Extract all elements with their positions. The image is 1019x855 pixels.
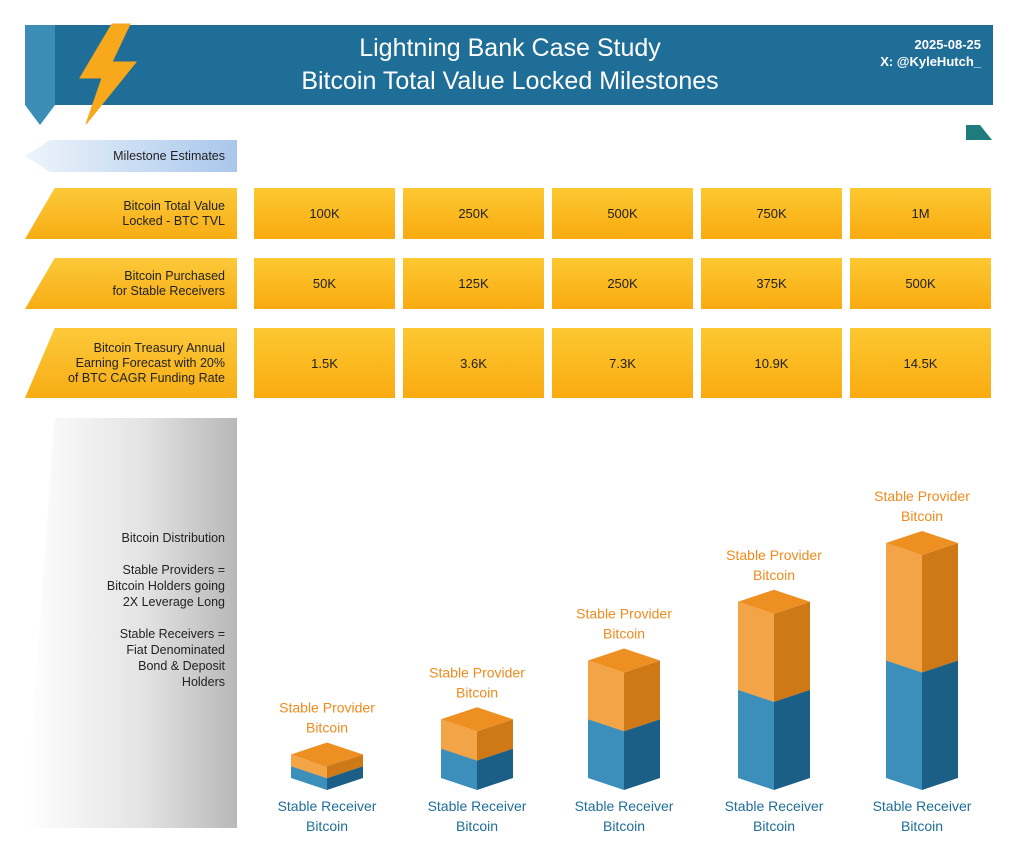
provider-label: Bitcoin — [753, 567, 795, 583]
table-cell: 1M — [850, 188, 991, 239]
provider-label: Stable Provider — [576, 606, 672, 622]
header-date: 2025-08-25 — [914, 37, 982, 52]
provider-bar — [886, 543, 922, 673]
row-label-treasury-earnings: Bitcoin Treasury Annual Earning Forecast… — [25, 328, 237, 398]
provider-bar — [441, 719, 477, 761]
chevron-ribbon-end — [966, 125, 992, 140]
row-label-line: for Stable Receivers — [112, 283, 225, 298]
provider-bar — [588, 660, 624, 732]
distribution-panel — [25, 418, 237, 828]
title-line-1: Lightning Bank Case Study — [359, 34, 661, 62]
distribution-legend-text: Bitcoin Distribution Stable Providers = … — [40, 530, 225, 690]
provider-bar — [327, 754, 363, 779]
row-label-line: Locked - BTC TVL — [122, 213, 225, 228]
milestone-chevron-12-months: 12 Months — [444, 148, 514, 165]
receiver-bar — [774, 689, 810, 790]
page-title: Lightning Bank Case Study Bitcoin Total … — [160, 32, 860, 98]
receiver-bar — [588, 719, 624, 790]
title-line-2: Bitcoin Total Value Locked Milestones — [301, 67, 719, 95]
providers-definition: Bitcoin Holders going — [106, 579, 225, 593]
provider-label: Bitcoin — [456, 684, 498, 700]
receiver-bar — [886, 660, 922, 790]
receiver-label: Stable Receiver — [873, 798, 972, 814]
provider-bar — [588, 648, 660, 673]
provider-bar — [738, 589, 810, 614]
receiver-label: Bitcoin — [306, 818, 348, 834]
receiver-label: Stable Receiver — [278, 798, 377, 814]
provider-label: Stable Provider — [874, 488, 970, 504]
receiver-label: Bitcoin — [456, 818, 498, 834]
table-cell: 500K — [850, 258, 991, 309]
row-label-line: Bitcoin Total Value — [123, 198, 225, 213]
milestone-chevron-30-months: 30 Months — [891, 148, 961, 165]
receiver-bar — [738, 689, 774, 790]
receivers-definition: Stable Receivers = — [119, 627, 225, 641]
provider-label: Stable Provider — [429, 664, 525, 680]
row-label-line: Earning Forecast with 20% — [75, 355, 225, 370]
table-cell: 125K — [403, 258, 544, 309]
table-cell: 250K — [552, 258, 693, 309]
table-cell: 7.3K — [552, 328, 693, 398]
table-cell: 250K — [403, 188, 544, 239]
provider-bar — [441, 707, 513, 732]
distribution-heading: Bitcoin Distribution — [121, 531, 225, 545]
table-cell: 1.5K — [254, 328, 395, 398]
provider-label: Stable Provider — [279, 700, 375, 716]
receiver-label: Stable Receiver — [428, 798, 527, 814]
table-cell: 10.9K — [701, 328, 842, 398]
row-label-line: Bitcoin Purchased — [124, 268, 225, 283]
receivers-definition: Holders — [181, 675, 225, 689]
provider-label: Bitcoin — [306, 720, 348, 736]
providers-definition: 2X Leverage Long — [122, 595, 225, 609]
header-banner — [25, 25, 993, 105]
header-handle: X: @KyleHutch_ — [880, 54, 981, 69]
provider-label: Bitcoin — [603, 626, 645, 642]
table-cell: 14.5K — [850, 328, 991, 398]
receiver-label: Stable Receiver — [725, 798, 824, 814]
row-label-bitcoin-purchased: Bitcoin Purchased for Stable Receivers — [25, 258, 237, 309]
table-cell: 3.6K — [403, 328, 544, 398]
milestone-estimates-label: Milestone Estimates — [25, 140, 237, 172]
table-cell: 100K — [254, 188, 395, 239]
row-label-btc-tvl: Bitcoin Total Value Locked - BTC TVL — [25, 188, 237, 239]
providers-definition: Stable Providers = — [122, 563, 225, 577]
receivers-definition: Fiat Denominated — [126, 643, 225, 657]
table-cell: 500K — [552, 188, 693, 239]
banner-ribbon-fold — [25, 25, 55, 125]
receiver-bar — [441, 748, 477, 790]
receiver-label: Bitcoin — [753, 818, 795, 834]
receiver-label: Bitcoin — [603, 818, 645, 834]
receivers-definition: Bond & Deposit — [138, 659, 225, 673]
receiver-label: Bitcoin — [901, 818, 943, 834]
receiver-bar — [477, 748, 513, 790]
row-label-line: of BTC CAGR Funding Rate — [67, 370, 225, 385]
provider-bar — [738, 601, 774, 702]
provider-bar — [774, 601, 810, 702]
provider-bar — [886, 531, 958, 555]
provider-bar — [624, 660, 660, 732]
table-cell: 50K — [254, 258, 395, 309]
provider-bar — [291, 754, 327, 779]
lightning-bolt-icon — [79, 23, 138, 125]
table-cell: 750K — [701, 188, 842, 239]
receiver-label: Stable Receiver — [575, 798, 674, 814]
provider-label: Stable Provider — [726, 547, 822, 563]
provider-bar — [291, 742, 363, 767]
receiver-bar — [922, 660, 958, 790]
receiver-bar — [624, 719, 660, 790]
provider-label: Bitcoin — [901, 508, 943, 524]
provider-bar — [922, 543, 958, 673]
milestone-chevron-24-months: 24 Months — [742, 148, 812, 165]
header-meta: 2025-08-25 X: @KyleHutch_ — [880, 36, 981, 70]
milestone-chevron-6-months: 6 Months — [299, 148, 361, 165]
row-label-line: Bitcoin Treasury Annual — [93, 340, 225, 355]
table-cell: 375K — [701, 258, 842, 309]
provider-bar — [477, 719, 513, 761]
milestone-chevron-18-months: 18 Months — [593, 148, 663, 165]
receiver-bar — [327, 766, 363, 790]
receiver-bar — [291, 766, 327, 790]
